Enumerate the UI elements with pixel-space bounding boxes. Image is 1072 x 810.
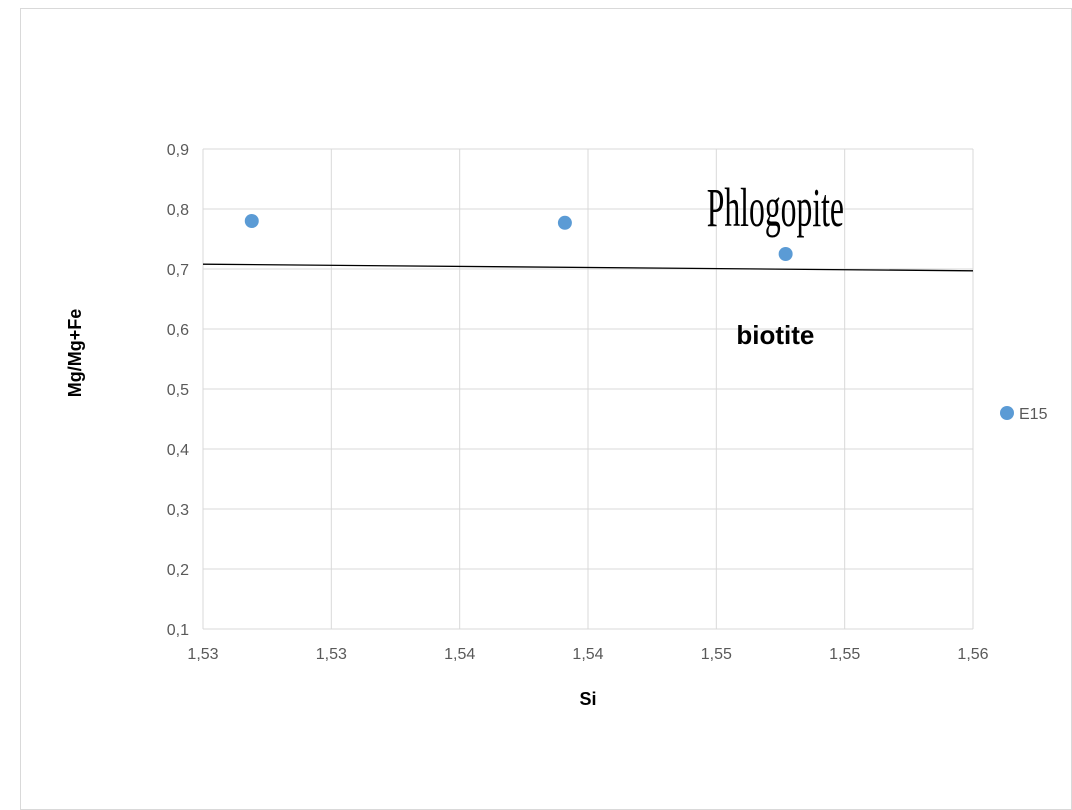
legend-marker <box>1000 406 1014 420</box>
y-axis-title: Mg/Mg+Fe <box>65 309 85 398</box>
y-tick-label: 0,6 <box>167 322 189 339</box>
y-tick-label: 0,9 <box>167 142 189 159</box>
annotations: Phlogopite biotite <box>707 177 844 350</box>
y-tick-label: 0,1 <box>167 622 189 639</box>
y-tick-label: 0,3 <box>167 502 189 519</box>
x-tick-label: 1,56 <box>957 646 988 663</box>
scatter-chart: 0,1 0,2 0,3 0,4 0,5 0,6 0,7 0,8 0,9 1,53 1,53 1,54 1… <box>65 142 1048 709</box>
gridlines <box>202 148 974 630</box>
x-tick-label: 1,54 <box>572 646 603 663</box>
x-axis-title: Si <box>579 689 596 709</box>
legend: E15 <box>1000 406 1048 423</box>
y-tick-label: 0,2 <box>167 562 189 579</box>
data-point <box>557 215 572 230</box>
y-tick-label: 0,7 <box>167 262 189 279</box>
y-tick-label: 0,4 <box>167 442 189 459</box>
x-tick-label: 1,54 <box>444 646 475 663</box>
data-point <box>778 247 793 261</box>
x-tick-label: 1,53 <box>316 646 347 663</box>
annotation-biotite: biotite <box>736 320 814 350</box>
x-tick-label: 1,55 <box>829 646 860 663</box>
legend-label: E15 <box>1019 406 1048 423</box>
y-tick-label: 0,5 <box>167 382 189 399</box>
x-tick-label: 1,53 <box>187 646 218 663</box>
boundary-lines <box>202 263 974 272</box>
x-tick-label: 1,55 <box>701 646 732 663</box>
chart-area: 0,1 0,2 0,3 0,4 0,5 0,6 0,7 0,8 0,9 1,53 1,53 1,54 1… <box>20 8 1072 810</box>
data-points <box>244 214 793 261</box>
tick-labels: 0,1 0,2 0,3 0,4 0,5 0,6 0,7 0,8 0,9 1,53 1,53 1,54 1… <box>167 142 989 663</box>
boundary-line <box>202 263 974 272</box>
annotation-phlogopite: Phlogopite <box>707 177 844 238</box>
y-tick-label: 0,8 <box>167 202 189 219</box>
data-point <box>244 214 259 228</box>
